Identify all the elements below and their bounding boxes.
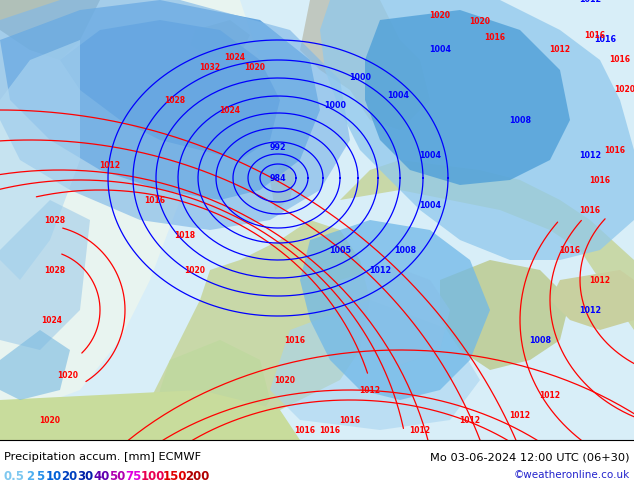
Polygon shape bbox=[0, 0, 260, 420]
Text: 200: 200 bbox=[185, 470, 209, 483]
Text: 1020: 1020 bbox=[429, 10, 451, 20]
Text: 1000: 1000 bbox=[349, 74, 371, 82]
Polygon shape bbox=[300, 220, 490, 400]
Text: 1020: 1020 bbox=[58, 370, 79, 379]
Text: 1016: 1016 bbox=[594, 35, 616, 45]
Polygon shape bbox=[300, 0, 430, 130]
Polygon shape bbox=[270, 300, 480, 430]
Text: 100: 100 bbox=[141, 470, 165, 483]
Text: 1016: 1016 bbox=[590, 175, 611, 185]
Text: 984: 984 bbox=[269, 173, 287, 182]
Text: 5: 5 bbox=[36, 470, 44, 483]
Text: 1004: 1004 bbox=[419, 200, 441, 210]
Polygon shape bbox=[340, 265, 450, 365]
Polygon shape bbox=[270, 160, 295, 210]
Text: Mo 03-06-2024 12:00 UTC (06+30): Mo 03-06-2024 12:00 UTC (06+30) bbox=[430, 452, 630, 462]
Text: 1000: 1000 bbox=[324, 100, 346, 109]
Polygon shape bbox=[0, 390, 300, 440]
Text: 1016: 1016 bbox=[484, 33, 505, 43]
Text: 1028: 1028 bbox=[44, 266, 65, 274]
Text: 1012: 1012 bbox=[410, 425, 430, 435]
Text: 0.5: 0.5 bbox=[4, 470, 25, 483]
Text: 50: 50 bbox=[109, 470, 126, 483]
Text: ©weatheronline.co.uk: ©weatheronline.co.uk bbox=[514, 470, 630, 480]
Text: 1012: 1012 bbox=[460, 416, 481, 424]
Text: 1016: 1016 bbox=[579, 205, 600, 215]
Text: 1016: 1016 bbox=[585, 30, 605, 40]
Text: 1020: 1020 bbox=[614, 85, 634, 95]
Polygon shape bbox=[0, 200, 90, 350]
Text: 1008: 1008 bbox=[529, 336, 551, 344]
Polygon shape bbox=[0, 0, 100, 60]
Text: 40: 40 bbox=[93, 470, 110, 483]
Text: 1012: 1012 bbox=[579, 305, 601, 315]
Polygon shape bbox=[340, 160, 634, 330]
Text: 1004: 1004 bbox=[429, 46, 451, 54]
Polygon shape bbox=[0, 40, 80, 280]
Text: 1024: 1024 bbox=[41, 316, 63, 324]
Text: 1004: 1004 bbox=[387, 91, 409, 99]
Text: 1016: 1016 bbox=[320, 425, 340, 435]
Text: 1012: 1012 bbox=[359, 386, 380, 394]
Polygon shape bbox=[0, 440, 634, 490]
Text: 1012: 1012 bbox=[579, 150, 601, 160]
Polygon shape bbox=[365, 10, 570, 185]
Text: 1005: 1005 bbox=[329, 245, 351, 254]
Text: 1016: 1016 bbox=[145, 196, 165, 204]
Text: 150: 150 bbox=[163, 470, 188, 483]
Text: 1004: 1004 bbox=[419, 150, 441, 160]
Bar bbox=[0, 0, 634, 440]
Text: 10: 10 bbox=[46, 470, 61, 483]
Text: 1020: 1020 bbox=[245, 64, 266, 73]
Polygon shape bbox=[155, 340, 270, 440]
Text: 1016: 1016 bbox=[339, 416, 361, 424]
Text: 1012: 1012 bbox=[100, 161, 120, 170]
Text: 1020: 1020 bbox=[275, 375, 295, 385]
Text: 1016: 1016 bbox=[609, 55, 630, 65]
Text: 1012: 1012 bbox=[369, 266, 391, 274]
Polygon shape bbox=[0, 0, 350, 230]
Polygon shape bbox=[60, 20, 280, 160]
Text: 1012: 1012 bbox=[510, 411, 531, 419]
Text: 1016: 1016 bbox=[295, 425, 316, 435]
Text: Precipitation accum. [mm] ECMWF: Precipitation accum. [mm] ECMWF bbox=[4, 452, 201, 462]
Text: 1028: 1028 bbox=[44, 216, 65, 224]
Text: 1028: 1028 bbox=[164, 96, 186, 104]
Text: 1024: 1024 bbox=[224, 53, 245, 63]
Polygon shape bbox=[140, 220, 370, 440]
Text: 1008: 1008 bbox=[394, 245, 416, 254]
Text: 1020: 1020 bbox=[39, 416, 60, 424]
Polygon shape bbox=[0, 330, 70, 400]
Text: 1016: 1016 bbox=[285, 336, 306, 344]
Text: 1016: 1016 bbox=[604, 146, 626, 154]
Text: 1032: 1032 bbox=[200, 64, 221, 73]
Text: 1020: 1020 bbox=[184, 266, 205, 274]
Text: 1012: 1012 bbox=[590, 275, 611, 285]
Text: 75: 75 bbox=[125, 470, 141, 483]
Text: 2: 2 bbox=[26, 470, 34, 483]
Text: 1024: 1024 bbox=[219, 105, 240, 115]
Text: 992: 992 bbox=[269, 143, 287, 151]
Polygon shape bbox=[440, 260, 570, 370]
Text: 1008: 1008 bbox=[509, 116, 531, 124]
Text: 1018: 1018 bbox=[174, 230, 195, 240]
Text: 30: 30 bbox=[77, 470, 94, 483]
Polygon shape bbox=[190, 20, 250, 58]
Text: 1020: 1020 bbox=[470, 18, 491, 26]
Polygon shape bbox=[550, 270, 634, 330]
Polygon shape bbox=[0, 0, 320, 200]
Bar bbox=[0, 440, 634, 490]
Text: 1012: 1012 bbox=[540, 391, 560, 399]
Text: 20: 20 bbox=[61, 470, 77, 483]
Text: 1012: 1012 bbox=[579, 0, 601, 4]
Polygon shape bbox=[320, 0, 634, 260]
Text: 1016: 1016 bbox=[559, 245, 581, 254]
Text: 1012: 1012 bbox=[550, 46, 571, 54]
